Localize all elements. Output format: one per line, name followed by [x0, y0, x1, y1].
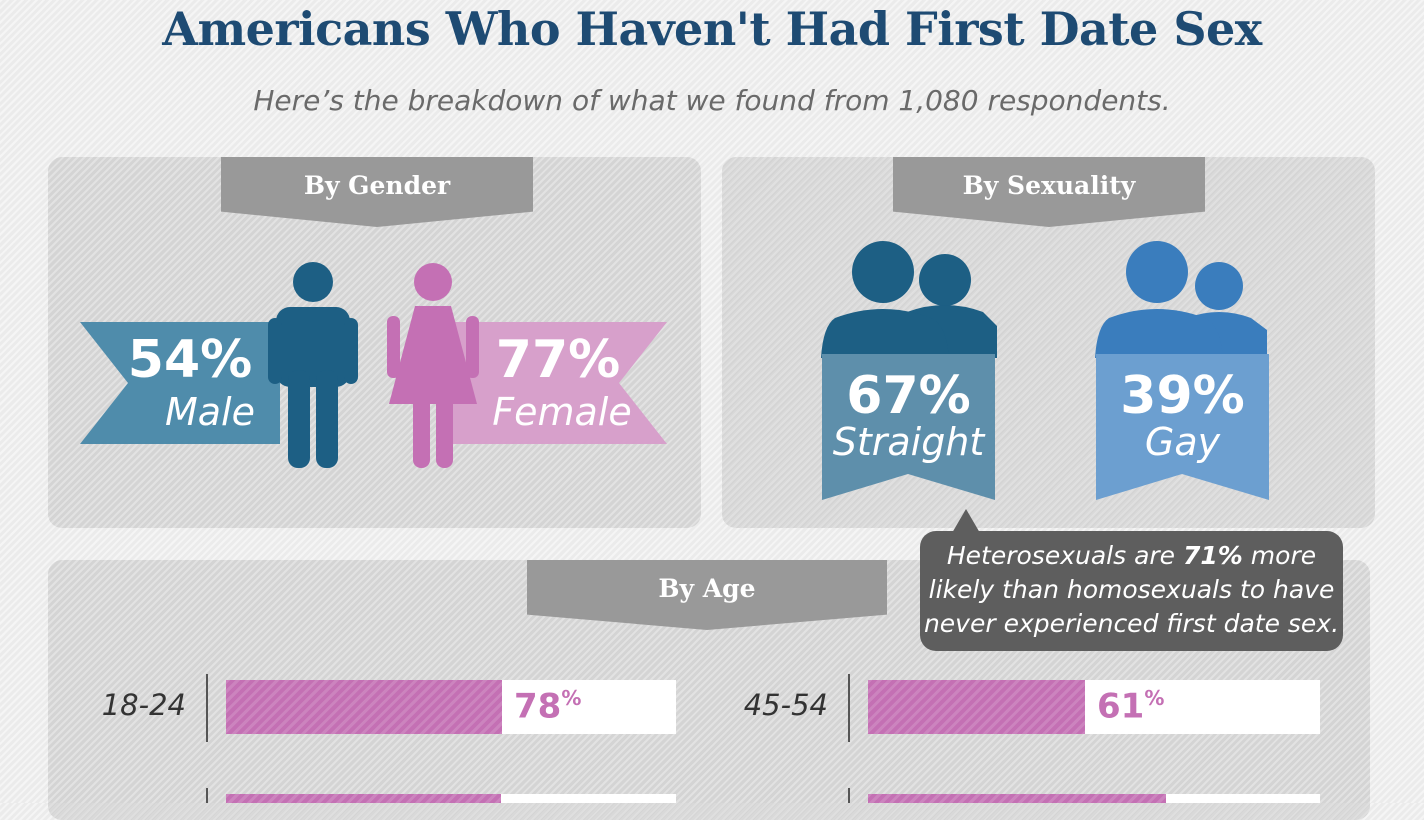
straight-label: Straight [832, 420, 985, 464]
age-bar-value-number: 78 [514, 686, 562, 727]
gay-label: Gay [1144, 420, 1221, 464]
heterosexual-callout: Heterosexuals are 71% more likely than h… [920, 531, 1343, 651]
age-bar-value-45-54: 61% [1097, 686, 1164, 726]
female-ribbon [452, 322, 667, 444]
age-bar-track-next [226, 794, 676, 803]
age-bar-value-unit: % [561, 686, 582, 710]
female-label: Female [492, 390, 632, 434]
couple-straight-icon [821, 241, 997, 358]
age-bar-45-54 [868, 680, 1085, 734]
age-label-45-54: 45-54 [743, 688, 828, 722]
gay-ribbon [1096, 354, 1269, 500]
male-percentage: 54% [127, 330, 253, 390]
age-bar-18-24 [226, 680, 502, 734]
age-bar-track: 61% [868, 680, 1320, 734]
age-label-18-24: 18-24 [101, 688, 186, 722]
straight-percentage: 67% [846, 366, 971, 426]
gender-tab: By Gender [221, 157, 533, 227]
age-axis-line-next [848, 788, 850, 803]
age-bar-value-unit: % [1144, 686, 1165, 710]
female-percentage: 77% [495, 330, 621, 390]
couple-gay-icon [1095, 241, 1267, 358]
callout-text-after: more likely than homosexuals to have nev… [923, 541, 1340, 638]
age-bar-value-number: 61 [1097, 686, 1145, 727]
male-ribbon [80, 322, 280, 444]
female-person-icon [387, 263, 479, 468]
straight-ribbon [822, 354, 995, 500]
callout-text-before: Heterosexuals are [946, 541, 1184, 570]
age-bar-track: 78% [226, 680, 676, 734]
callout-pointer [952, 509, 980, 533]
age-bar-next [226, 794, 501, 803]
male-label: Male [164, 390, 255, 434]
age-axis-line [848, 674, 850, 742]
gay-percentage: 39% [1120, 366, 1245, 426]
age-bar-next [868, 794, 1166, 803]
page-title: Americans Who Haven't Had First Date Sex [162, 2, 1262, 56]
male-person-icon [268, 262, 358, 468]
page-subtitle: Here’s the breakdown of what we found fr… [253, 84, 1171, 117]
callout-highlight: 71% [1183, 541, 1243, 570]
age-tab: By Age [527, 560, 887, 630]
age-axis-line-next [206, 788, 208, 803]
age-axis-line [206, 674, 208, 742]
sexuality-tab: By Sexuality [893, 157, 1205, 227]
age-bar-value-18-24: 78% [514, 686, 581, 726]
age-bar-track-next [868, 794, 1320, 803]
